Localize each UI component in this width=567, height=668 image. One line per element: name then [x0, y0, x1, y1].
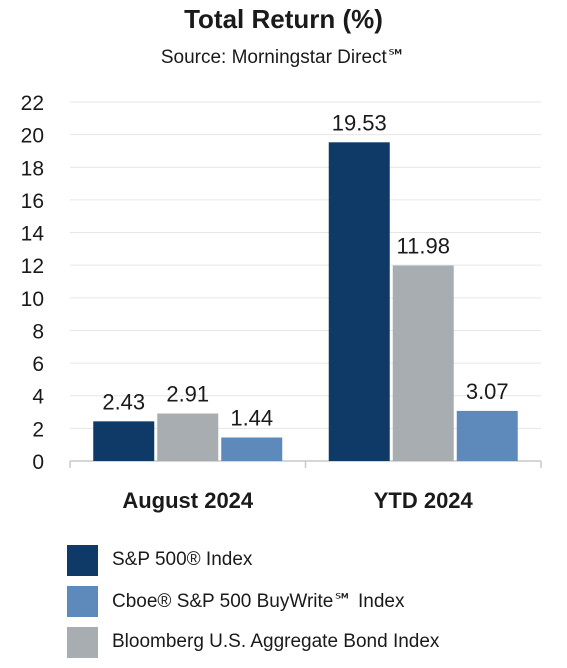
y-tick-label: 22 — [21, 92, 44, 115]
legend-item: Cboe® S&P 500 BuyWrite℠ Index — [67, 581, 439, 621]
y-tick-label: 10 — [21, 288, 44, 311]
y-tick-label: 18 — [21, 157, 44, 180]
legend-swatch — [67, 544, 98, 576]
y-tick-label: 14 — [21, 223, 45, 246]
y-tick-label: 16 — [21, 190, 44, 213]
bar — [221, 437, 283, 461]
legend-label: Bloomberg U.S. Aggregate Bond Index — [112, 631, 440, 652]
data-label: 2.43 — [102, 389, 145, 414]
data-label: 11.98 — [397, 234, 450, 259]
data-label: 2.91 — [166, 382, 209, 407]
x-category-label: YTD 2024 — [374, 488, 474, 513]
y-tick-label: 0 — [32, 451, 44, 474]
legend-item: Bloomberg U.S. Aggregate Bond Index — [67, 622, 439, 662]
y-tick-label: 6 — [32, 353, 44, 376]
legend-item: S&P 500® Index — [67, 540, 439, 580]
chart-title: Total Return (%) — [184, 4, 383, 34]
bar — [93, 421, 155, 461]
bar — [328, 142, 390, 461]
y-tick-label: 20 — [21, 125, 44, 148]
bar — [392, 265, 454, 461]
chart-legend: S&P 500® Index Cboe® S&P 500 BuyWrite℠ In… — [67, 540, 439, 663]
legend-label: Cboe® S&P 500 BuyWrite℠ Index — [112, 590, 405, 612]
data-label: 19.53 — [332, 110, 387, 135]
bar-chart: 0 2 4 6 8 10 12 14 16 18 20 22 2.43 2.91 1.44 August 20… — [21, 92, 542, 513]
y-tick-label: 8 — [32, 320, 44, 343]
legend-label: S&P 500® Index — [112, 549, 253, 570]
bar — [157, 413, 219, 461]
y-tick-label: 12 — [21, 255, 44, 278]
legend-swatch — [67, 585, 98, 617]
chart-subtitle: Source: Morningstar Direct℠ — [160, 47, 407, 68]
data-label: 3.07 — [466, 379, 509, 404]
x-category-label: August 2024 — [122, 488, 254, 513]
y-tick-label: 2 — [32, 418, 44, 441]
y-tick-label: 4 — [32, 386, 44, 409]
data-label: 1.44 — [230, 406, 273, 431]
legend-swatch — [67, 626, 98, 658]
bar — [456, 410, 518, 461]
